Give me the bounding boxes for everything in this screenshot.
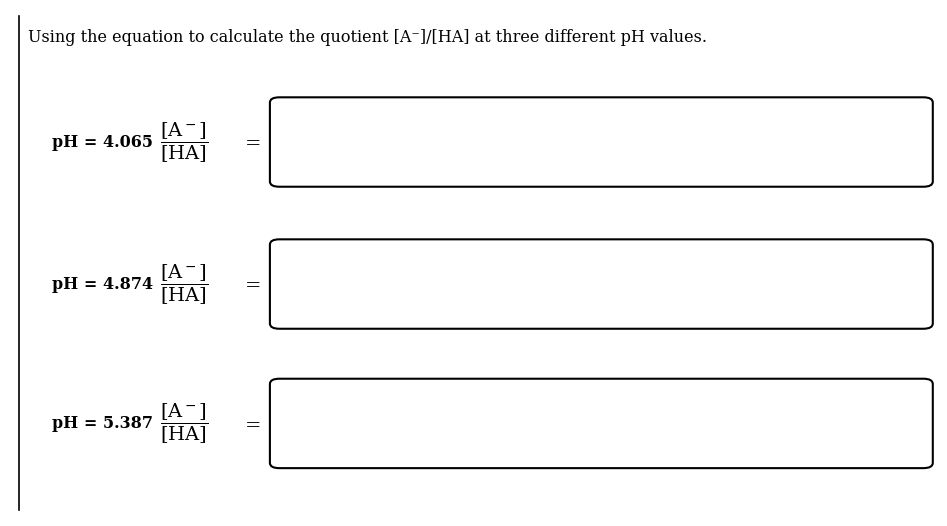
Text: pH = 5.387: pH = 5.387 <box>52 415 153 432</box>
Text: $\dfrac{[\mathrm{A}^-]}{[\mathrm{HA}]}$: $\dfrac{[\mathrm{A}^-]}{[\mathrm{HA}]}$ <box>160 262 209 306</box>
Text: $=$: $=$ <box>241 414 261 433</box>
Text: $\dfrac{[\mathrm{A}^-]}{[\mathrm{HA}]}$: $\dfrac{[\mathrm{A}^-]}{[\mathrm{HA}]}$ <box>160 120 209 164</box>
FancyBboxPatch shape <box>270 97 933 187</box>
Text: $\dfrac{[\mathrm{A}^-]}{[\mathrm{HA}]}$: $\dfrac{[\mathrm{A}^-]}{[\mathrm{HA}]}$ <box>160 401 209 446</box>
Text: Using the equation to calculate the quotient [A⁻]/[HA] at three different pH val: Using the equation to calculate the quot… <box>28 29 707 46</box>
Text: pH = 4.065: pH = 4.065 <box>52 134 153 150</box>
Text: pH = 4.874: pH = 4.874 <box>52 276 153 292</box>
Text: $=$: $=$ <box>241 133 261 151</box>
FancyBboxPatch shape <box>270 379 933 468</box>
FancyBboxPatch shape <box>270 239 933 329</box>
Text: $=$: $=$ <box>241 275 261 294</box>
